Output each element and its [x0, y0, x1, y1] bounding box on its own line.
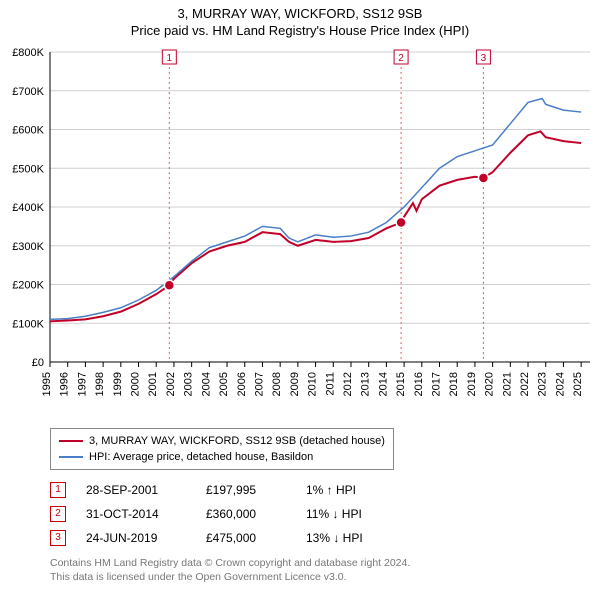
transaction-price: £197,995 — [206, 478, 286, 502]
svg-text:2004: 2004 — [200, 372, 212, 396]
transaction-marker: 2 — [50, 506, 66, 522]
svg-text:2011: 2011 — [324, 372, 336, 396]
transaction-date: 24-JUN-2019 — [86, 526, 186, 550]
legend-label: 3, MURRAY WAY, WICKFORD, SS12 9SB (detac… — [89, 433, 385, 449]
page: 3, MURRAY WAY, WICKFORD, SS12 9SB Price … — [0, 0, 600, 584]
svg-text:£700K: £700K — [12, 86, 44, 98]
svg-text:1999: 1999 — [112, 372, 124, 396]
transaction-row: 3 24-JUN-2019 £475,000 13% ↓ HPI — [50, 526, 600, 550]
transaction-marker: 1 — [50, 482, 66, 498]
svg-text:2015: 2015 — [395, 372, 407, 396]
svg-text:2000: 2000 — [130, 372, 142, 396]
svg-text:£400K: £400K — [12, 202, 44, 214]
svg-text:2002: 2002 — [165, 372, 177, 396]
svg-text:2003: 2003 — [183, 372, 195, 396]
svg-text:2010: 2010 — [307, 372, 319, 396]
svg-text:£500K: £500K — [12, 163, 44, 175]
transaction-pct: 1% ↑ HPI — [306, 478, 406, 502]
svg-text:2020: 2020 — [484, 372, 496, 396]
svg-text:1997: 1997 — [76, 372, 88, 396]
svg-text:3: 3 — [481, 53, 487, 64]
svg-text:2016: 2016 — [413, 372, 425, 396]
legend-label: HPI: Average price, detached house, Basi… — [89, 449, 313, 465]
svg-text:2006: 2006 — [236, 372, 248, 396]
svg-text:£300K: £300K — [12, 241, 44, 253]
footer: Contains HM Land Registry data © Crown c… — [50, 556, 600, 584]
svg-text:£0: £0 — [32, 357, 44, 369]
legend-swatch — [59, 456, 83, 458]
svg-text:2019: 2019 — [466, 372, 478, 396]
svg-text:2013: 2013 — [360, 372, 372, 396]
transaction-table: 1 28-SEP-2001 £197,995 1% ↑ HPI 2 31-OCT-2014… — [50, 478, 600, 550]
transaction-row: 2 31-OCT-2014 £360,000 11% ↓ HPI — [50, 502, 600, 526]
svg-text:2: 2 — [398, 53, 404, 64]
svg-text:2007: 2007 — [253, 372, 265, 396]
transaction-date: 28-SEP-2001 — [86, 478, 186, 502]
title-block: 3, MURRAY WAY, WICKFORD, SS12 9SB Price … — [0, 0, 600, 42]
footer-line-2: This data is licensed under the Open Gov… — [50, 570, 600, 584]
svg-text:2009: 2009 — [289, 372, 301, 396]
svg-text:2018: 2018 — [448, 372, 460, 396]
chart-subtitle: Price paid vs. HM Land Registry's House … — [0, 23, 600, 38]
svg-text:£800K: £800K — [12, 47, 44, 59]
svg-text:2012: 2012 — [342, 372, 354, 396]
svg-text:1: 1 — [167, 53, 173, 64]
transaction-price: £360,000 — [206, 502, 286, 526]
transaction-pct: 11% ↓ HPI — [306, 502, 406, 526]
svg-text:2008: 2008 — [271, 372, 283, 396]
transaction-marker: 3 — [50, 530, 66, 546]
chart-title: 3, MURRAY WAY, WICKFORD, SS12 9SB — [0, 6, 600, 21]
svg-text:£200K: £200K — [12, 280, 44, 292]
svg-text:2005: 2005 — [218, 372, 230, 396]
legend-swatch — [59, 440, 83, 442]
svg-text:£100K: £100K — [12, 318, 44, 330]
svg-text:2022: 2022 — [519, 372, 531, 396]
chart-area: £0 £100K £200K £300K £400K £500K £600K £700K £80… — [0, 42, 600, 422]
svg-text:£600K: £600K — [12, 125, 44, 137]
transaction-row: 1 28-SEP-2001 £197,995 1% ↑ HPI — [50, 478, 600, 502]
svg-text:1996: 1996 — [59, 372, 71, 396]
legend-row: 3, MURRAY WAY, WICKFORD, SS12 9SB (detac… — [59, 433, 385, 449]
svg-text:1995: 1995 — [41, 372, 53, 396]
svg-text:2023: 2023 — [537, 372, 549, 396]
transaction-date: 31-OCT-2014 — [86, 502, 186, 526]
transaction-price: £475,000 — [206, 526, 286, 550]
svg-text:2001: 2001 — [147, 372, 159, 396]
svg-text:2017: 2017 — [431, 372, 443, 396]
transaction-pct: 13% ↓ HPI — [306, 526, 406, 550]
line-chart: £0 £100K £200K £300K £400K £500K £600K £700K £80… — [0, 42, 600, 422]
footer-line-1: Contains HM Land Registry data © Crown c… — [50, 556, 600, 570]
legend: 3, MURRAY WAY, WICKFORD, SS12 9SB (detac… — [50, 428, 394, 470]
svg-text:2014: 2014 — [377, 372, 389, 396]
svg-text:2021: 2021 — [501, 372, 513, 396]
svg-text:1998: 1998 — [94, 372, 106, 396]
svg-text:2025: 2025 — [572, 372, 584, 396]
svg-text:2024: 2024 — [554, 372, 566, 396]
legend-row: HPI: Average price, detached house, Basi… — [59, 449, 385, 465]
